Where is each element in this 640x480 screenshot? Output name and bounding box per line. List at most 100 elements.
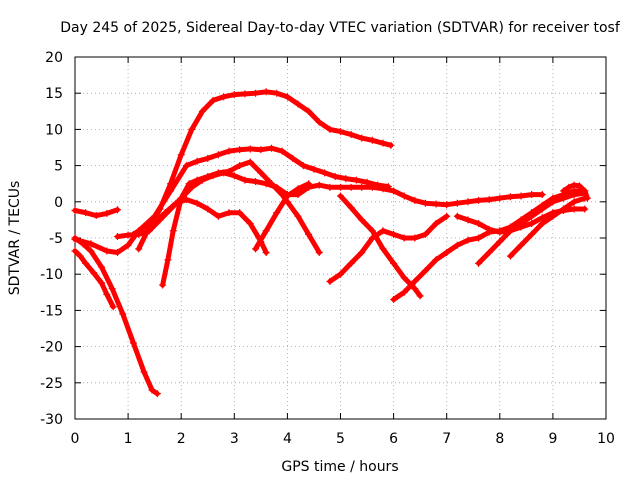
data-point (379, 227, 387, 235)
data-point (214, 151, 222, 159)
data-point (214, 169, 222, 177)
data-point (390, 187, 398, 195)
data-point (267, 144, 275, 152)
data-point (583, 194, 591, 202)
x-tick-label: 7 (442, 431, 451, 447)
series-arc-7 (129, 196, 270, 256)
data-point (517, 223, 525, 231)
data-point (71, 247, 79, 255)
x-tick-label: 1 (124, 431, 133, 447)
data-point (528, 230, 536, 238)
data-point (252, 89, 260, 97)
x-tick-label: 3 (230, 431, 239, 447)
data-point (387, 141, 395, 149)
data-point (119, 310, 127, 318)
data-point (204, 205, 212, 213)
data-point (92, 212, 100, 220)
data-point (156, 205, 164, 213)
data-point (87, 240, 95, 248)
data-point (103, 209, 111, 217)
data-point (82, 209, 90, 217)
data-point (400, 274, 408, 282)
data-point (204, 154, 212, 162)
data-point (326, 277, 334, 285)
data-point (390, 230, 398, 238)
data-point (496, 238, 504, 246)
data-point (347, 204, 355, 212)
x-axis-label: GPS time / hours (281, 459, 398, 475)
data-point (294, 185, 302, 193)
data-point (347, 259, 355, 267)
data-point (151, 218, 159, 226)
data-point (225, 167, 233, 175)
data-point (214, 212, 222, 220)
data-point (506, 193, 514, 201)
data-point (528, 220, 536, 228)
data-point (230, 172, 238, 180)
data-point (90, 269, 98, 277)
x-tick-label: 5 (336, 431, 345, 447)
data-point (185, 180, 193, 188)
data-point (443, 248, 451, 256)
data-point (161, 209, 169, 217)
x-tick-label: 9 (548, 431, 557, 447)
chart-title: Day 245 of 2025, Sidereal Day-to-day VTE… (60, 20, 621, 36)
data-point (124, 241, 132, 249)
data-point (560, 194, 568, 202)
series-arc-15 (453, 205, 589, 236)
data-point (71, 206, 79, 214)
data-point (159, 281, 167, 289)
data-point (565, 183, 573, 191)
data-point (528, 212, 536, 220)
y-tick-label: 20 (45, 50, 63, 66)
x-tick-label: 6 (389, 431, 398, 447)
data-point (570, 198, 578, 206)
data-point (517, 192, 525, 200)
data-point (453, 212, 461, 220)
data-point (342, 175, 350, 183)
data-point (453, 241, 461, 249)
data-point (177, 194, 185, 202)
data-point (193, 199, 201, 207)
data-point (331, 172, 339, 180)
data-point (153, 390, 161, 398)
data-point (193, 176, 201, 184)
data-point (113, 206, 121, 214)
y-tick-label: -5 (49, 231, 63, 247)
data-point (464, 236, 472, 244)
series-arc-8 (159, 158, 323, 289)
data-point (421, 199, 429, 207)
x-tick-label: 0 (71, 431, 80, 447)
y-axis-label: SDTVAR / TECUs (7, 181, 23, 296)
x-tick-label: 10 (597, 431, 615, 447)
data-point (475, 259, 483, 267)
data-point (315, 181, 323, 189)
data-point (538, 214, 546, 222)
data-point (278, 191, 286, 199)
series-line (130, 197, 269, 255)
data-point (347, 130, 355, 138)
data-point (321, 169, 329, 177)
data-point (363, 178, 371, 186)
data-point (230, 91, 238, 99)
data-point (411, 234, 419, 242)
data-point (246, 158, 254, 166)
data-point (169, 227, 177, 235)
series-line (160, 159, 322, 288)
series-line (72, 145, 391, 255)
data-point (538, 205, 546, 213)
series-group (71, 88, 591, 398)
grid (75, 57, 606, 419)
data-point (347, 183, 355, 191)
data-point (416, 292, 424, 300)
data-point (358, 216, 366, 224)
data-point (129, 230, 137, 238)
data-point (252, 245, 260, 253)
data-point (538, 191, 546, 199)
data-point (432, 220, 440, 228)
data-point (236, 146, 244, 154)
data-point (241, 176, 249, 184)
data-point (368, 183, 376, 191)
data-point (379, 139, 387, 147)
data-point (337, 183, 344, 191)
